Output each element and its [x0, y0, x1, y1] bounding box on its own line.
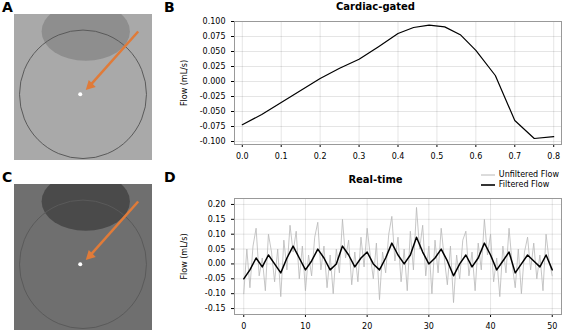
svg-text:10: 10: [300, 322, 310, 331]
svg-text:0.15: 0.15: [208, 215, 226, 224]
html-text:Unfiltered Flow: Unfiltered Flow: [498, 170, 559, 179]
svg-text:0.100: 0.100: [203, 17, 226, 26]
svg-text:-0.075: -0.075: [200, 122, 226, 131]
svg-text:-0.025: -0.025: [200, 92, 226, 101]
svg-text:0.10: 0.10: [208, 230, 226, 239]
svg-text:0.050: 0.050: [203, 47, 226, 56]
html-text:Real-time: Real-time: [348, 174, 403, 185]
svg-text:0.2: 0.2: [314, 152, 327, 161]
html-text:Filtered Flow: Filtered Flow: [498, 180, 550, 189]
svg-text:50: 50: [547, 322, 557, 331]
svg-text:0.8: 0.8: [547, 152, 560, 161]
svg-text:-0.10: -0.10: [205, 289, 226, 298]
html-text:C: C: [2, 169, 13, 185]
svg-text:0.5: 0.5: [431, 152, 444, 161]
html-text:Cardiac-gated: Cardiac-gated: [336, 1, 415, 12]
svg-text:0.075: 0.075: [203, 32, 226, 41]
svg-text:-0.100: -0.100: [200, 137, 226, 146]
svg-text:0.7: 0.7: [508, 152, 521, 161]
svg-text:30: 30: [424, 322, 434, 331]
svg-text:0.20: 0.20: [208, 200, 226, 209]
svg-text:0.0: 0.0: [236, 152, 249, 161]
html-text:A: A: [2, 0, 13, 15]
svg-text:0.00: 0.00: [208, 259, 226, 268]
svg-text:-0.15: -0.15: [205, 304, 226, 313]
svg-text:0.000: 0.000: [203, 77, 226, 86]
html-text:B: B: [164, 0, 175, 15]
svg-text:0: 0: [241, 322, 246, 331]
svg-text:0.3: 0.3: [353, 152, 366, 161]
svg-text:0.1: 0.1: [275, 152, 288, 161]
svg-text:0.4: 0.4: [392, 152, 405, 161]
svg-text:Flow (mL/s): Flow (mL/s): [180, 233, 189, 279]
svg-text:0.05: 0.05: [208, 245, 226, 254]
svg-text:40: 40: [485, 322, 495, 331]
svg-text:0.6: 0.6: [469, 152, 482, 161]
svg-text:0.025: 0.025: [203, 62, 226, 71]
svg-text:20: 20: [362, 322, 372, 331]
html-text:D: D: [164, 169, 176, 185]
svg-text:-0.05: -0.05: [205, 274, 226, 283]
svg-text:Flow (mL/s): Flow (mL/s): [180, 60, 189, 106]
svg-text:-0.050: -0.050: [200, 107, 226, 116]
